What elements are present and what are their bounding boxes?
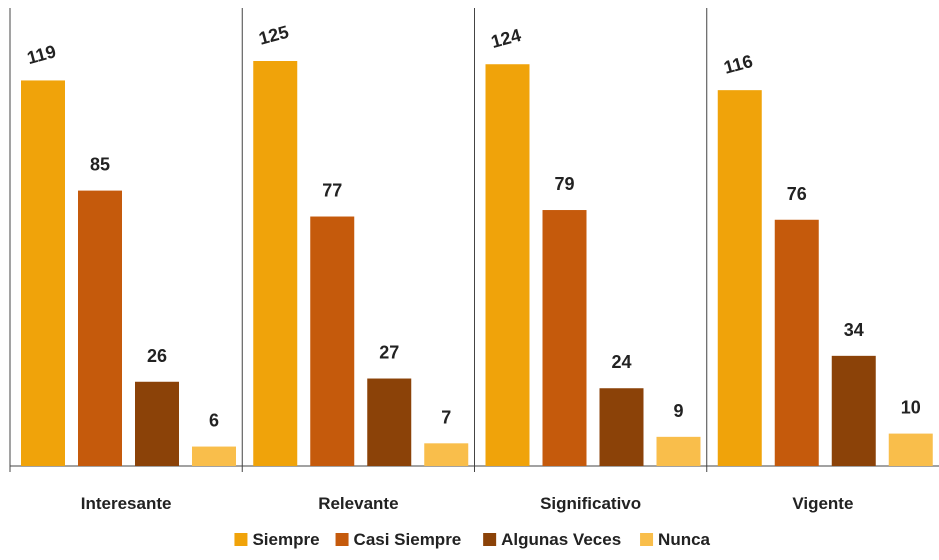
bar-nunca (656, 436, 701, 466)
bar-algunas-veces (367, 378, 412, 466)
legend-swatch (640, 533, 654, 546)
legend-label: Siempre (252, 530, 319, 549)
data-label: 10 (901, 398, 921, 418)
data-label: 124 (489, 25, 523, 52)
legend-swatch (483, 533, 497, 546)
data-label: 77 (322, 181, 342, 201)
data-label: 125 (257, 22, 291, 49)
data-label: 79 (554, 174, 574, 194)
legend: Siempre Casi Siempre Algunas Veces Nunca (234, 530, 711, 549)
legend-swatch (335, 533, 349, 546)
bar-nunca (424, 443, 469, 466)
bar-casi-siempre (310, 216, 355, 466)
data-label: 76 (787, 184, 807, 204)
bar-algunas-veces (135, 381, 179, 466)
legend-label: Nunca (658, 530, 711, 549)
bar-nunca (192, 446, 236, 466)
bar-casi-siempre (78, 190, 122, 466)
category-label: Significativo (540, 494, 641, 513)
bar-casi-siempre (774, 219, 819, 466)
data-label: 85 (90, 155, 110, 175)
data-label: 34 (844, 320, 864, 340)
data-label: 24 (611, 352, 631, 372)
category-label: Relevante (318, 494, 398, 513)
legend-label: Casi Siempre (354, 530, 462, 549)
plot-area: 119 85 26 6 Interesante 125 77 27 7 Relevante 124 7… (9, 8, 939, 513)
data-label: 6 (209, 411, 219, 431)
bar-siempre (485, 64, 530, 467)
bar-siempre (717, 90, 762, 466)
bar-algunas-veces (599, 388, 644, 466)
bar-siempre (21, 80, 65, 466)
data-label: 7 (441, 407, 451, 427)
data-label: 9 (673, 401, 683, 421)
data-label: 116 (722, 51, 755, 78)
data-label: 26 (147, 346, 167, 366)
legend-swatch (234, 533, 248, 546)
bar-algunas-veces (831, 355, 876, 466)
category-label: Interesante (81, 494, 172, 513)
data-label: 119 (25, 41, 58, 68)
category-label: Vigente (792, 494, 853, 513)
bar-casi-siempre (542, 210, 587, 466)
legend-label: Algunas Veces (501, 530, 621, 549)
data-label: 27 (379, 343, 399, 363)
bar-nunca (888, 433, 933, 466)
bar-siempre (253, 61, 298, 466)
